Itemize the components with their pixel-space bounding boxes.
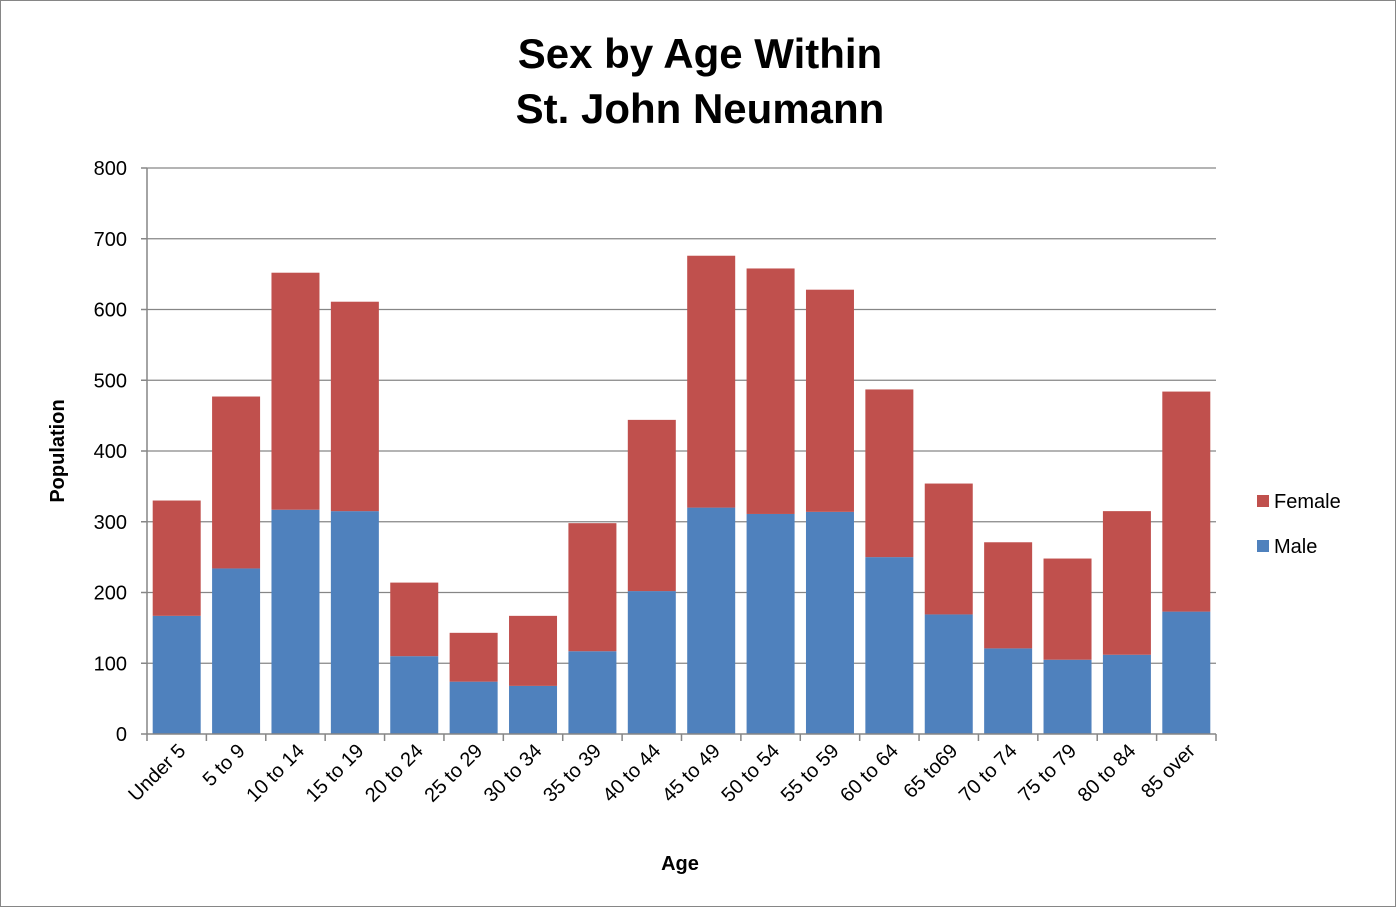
x-tick-label: 75 to 79 — [1014, 740, 1081, 807]
y-axis-title: Population — [47, 399, 69, 502]
bar-male — [627, 591, 676, 734]
bar-male — [1043, 659, 1092, 734]
bar-female — [330, 301, 379, 512]
bar-female — [568, 523, 617, 652]
x-tick-label: 50 to 54 — [717, 740, 784, 807]
axes — [141, 167, 1217, 741]
y-tick-label: 800 — [94, 158, 127, 180]
bar-female — [212, 396, 261, 569]
bar-male — [509, 685, 558, 734]
bar-female — [924, 483, 973, 615]
y-tick-label: 0 — [116, 724, 127, 746]
bar-male — [330, 511, 379, 734]
bar-female — [627, 419, 676, 592]
bar-female — [805, 289, 854, 512]
x-tick-label: 60 to 64 — [836, 740, 903, 807]
x-tick-label: 35 to 39 — [539, 740, 606, 807]
bar-male — [1102, 654, 1151, 734]
bar-male — [568, 651, 617, 734]
bar-male — [390, 656, 439, 734]
y-tick-label: 300 — [94, 512, 127, 534]
y-tick-label: 100 — [94, 653, 127, 675]
bar-female — [1102, 511, 1151, 655]
x-tick-label: 5 to 9 — [199, 740, 250, 791]
x-tick-label: 25 to 29 — [420, 740, 487, 807]
x-tick-label: 85 over — [1137, 740, 1200, 803]
bar-male — [687, 507, 736, 734]
x-tick-label: 40 to 44 — [599, 740, 666, 807]
x-axis-title: Age — [661, 853, 699, 875]
x-tick-label: 30 to 34 — [480, 740, 547, 807]
y-tick-label: 600 — [94, 300, 127, 322]
x-tick-label: 10 to 14 — [242, 740, 309, 807]
bar-male — [152, 615, 201, 734]
bar-male — [924, 614, 973, 734]
bar-female — [509, 615, 558, 686]
legend-swatch-female — [1257, 495, 1269, 507]
bar-female — [984, 542, 1033, 649]
chart-title-line-1: Sex by Age Within — [518, 30, 882, 77]
bar-female — [865, 389, 914, 558]
bar-female — [271, 272, 320, 510]
bar-female — [449, 632, 498, 682]
legend-label-female: Female — [1274, 491, 1341, 513]
x-tick-label: 15 to 19 — [302, 740, 369, 807]
bar-male — [1162, 611, 1211, 734]
bar-male — [271, 509, 320, 734]
bar-female — [687, 255, 736, 508]
y-tick-label: 200 — [94, 583, 127, 605]
legend-label-male: Male — [1274, 536, 1317, 558]
bars — [152, 255, 1211, 734]
bar-male — [746, 513, 795, 734]
bar-female — [746, 268, 795, 514]
gridlines — [147, 167, 1216, 664]
bar-male — [865, 557, 914, 734]
legend: Female Male — [1257, 491, 1341, 558]
bar-female — [1043, 558, 1092, 660]
x-tick-label: 80 to 84 — [1074, 740, 1141, 807]
y-tick-label: 700 — [94, 229, 127, 251]
bar-male — [212, 568, 261, 734]
bar-male — [449, 681, 498, 734]
y-tick-labels: 0 100 200 300 400 500 600 700 800 — [94, 158, 127, 746]
bar-male — [805, 511, 854, 734]
x-tick-label: 20 to 24 — [361, 740, 428, 807]
bar-male — [984, 648, 1033, 734]
bar-female — [1162, 391, 1211, 612]
y-tick-label: 400 — [94, 441, 127, 463]
x-tick-label: 45 to 49 — [658, 740, 725, 807]
x-tick-label: Under 5 — [124, 740, 190, 806]
legend-swatch-male — [1257, 540, 1269, 552]
chart-title-line-2: St. John Neumann — [516, 85, 885, 132]
x-tick-label: 55 to 59 — [777, 740, 844, 807]
x-tick-label: 65 to69 — [900, 740, 963, 803]
x-tick-label: 70 to 74 — [955, 740, 1022, 807]
bar-female — [152, 500, 201, 616]
y-tick-label: 500 — [94, 370, 127, 392]
bar-female — [390, 582, 439, 657]
